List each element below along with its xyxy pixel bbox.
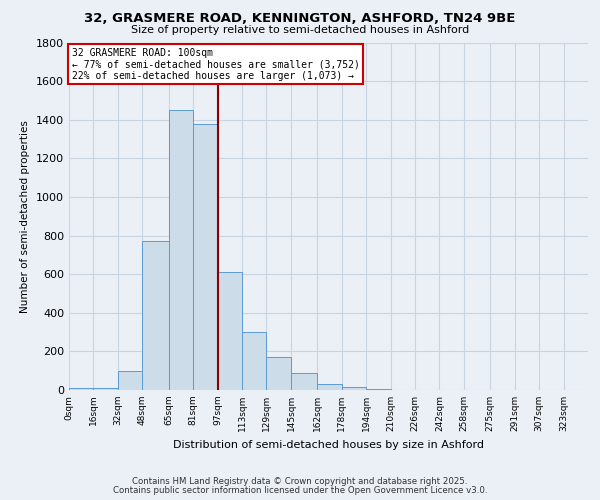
- Text: Size of property relative to semi-detached houses in Ashford: Size of property relative to semi-detach…: [131, 25, 469, 35]
- Bar: [366, 389, 391, 390]
- Bar: [118, 370, 142, 390]
- Bar: [341, 387, 366, 390]
- Bar: [142, 242, 169, 390]
- Text: 32, GRASMERE ROAD, KENNINGTON, ASHFORD, TN24 9BE: 32, GRASMERE ROAD, KENNINGTON, ASHFORD, …: [85, 12, 515, 26]
- Bar: [242, 332, 266, 390]
- Bar: [94, 388, 118, 390]
- X-axis label: Distribution of semi-detached houses by size in Ashford: Distribution of semi-detached houses by …: [173, 440, 484, 450]
- Bar: [69, 388, 94, 390]
- Bar: [218, 272, 242, 390]
- Bar: [317, 384, 341, 390]
- Bar: [193, 124, 218, 390]
- Bar: [169, 110, 193, 390]
- Text: Contains HM Land Registry data © Crown copyright and database right 2025.: Contains HM Land Registry data © Crown c…: [132, 477, 468, 486]
- Text: Contains public sector information licensed under the Open Government Licence v3: Contains public sector information licen…: [113, 486, 487, 495]
- Text: 32 GRASMERE ROAD: 100sqm
← 77% of semi-detached houses are smaller (3,752)
22% o: 32 GRASMERE ROAD: 100sqm ← 77% of semi-d…: [71, 48, 359, 81]
- Bar: [266, 357, 291, 390]
- Y-axis label: Number of semi-detached properties: Number of semi-detached properties: [20, 120, 31, 312]
- Bar: [291, 372, 317, 390]
